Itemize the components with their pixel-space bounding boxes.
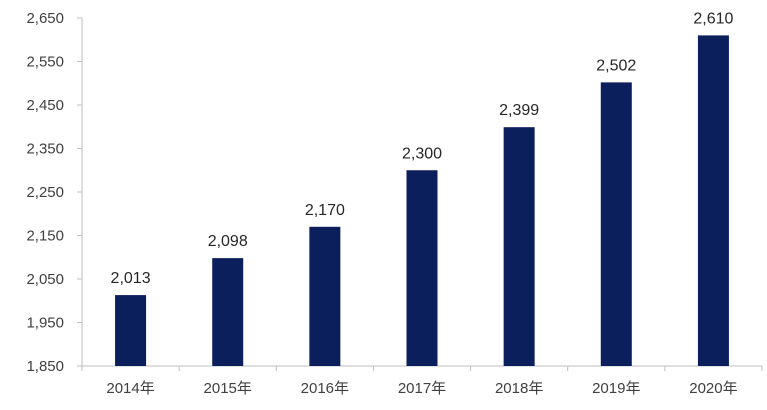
data-label: 2,502 <box>596 57 636 74</box>
y-tick-label: 2,050 <box>26 271 64 288</box>
y-tick-label: 2,350 <box>26 141 64 158</box>
y-tick-label: 2,250 <box>26 184 64 201</box>
bar <box>309 226 341 366</box>
data-label: 2,399 <box>499 102 539 119</box>
x-tick-label: 2020年 <box>689 380 737 397</box>
x-axis: 2014年 2015年 2016年 2017年 2018年 2019年 2020年 <box>81 365 763 397</box>
bar <box>600 82 632 366</box>
y-tick-label: 2,650 <box>26 10 64 27</box>
data-label: 2,300 <box>402 145 442 162</box>
y-tick-label: 1,850 <box>26 358 64 375</box>
data-label: 2,610 <box>693 10 733 27</box>
bar <box>212 258 244 366</box>
data-label: 2,170 <box>305 202 345 219</box>
data-label: 2,013 <box>111 270 151 287</box>
x-tick-label: 2016年 <box>301 380 349 397</box>
x-tick-label: 2019年 <box>592 380 640 397</box>
bar <box>406 170 438 366</box>
bars <box>115 35 729 367</box>
x-tick-label: 2018年 <box>495 380 543 397</box>
y-tick-label: 2,150 <box>26 228 64 245</box>
x-tick-label: 2015年 <box>204 380 252 397</box>
y-tick-label: 1,950 <box>26 315 64 332</box>
y-axis: 1,850 1,950 2,050 2,150 2,250 2,350 2,450 2,550… <box>26 10 83 375</box>
y-tick-label: 2,550 <box>26 54 64 71</box>
bar <box>503 127 535 366</box>
y-tick-label: 2,450 <box>26 97 64 114</box>
bar <box>697 35 729 367</box>
data-labels: 2,013 2,098 2,170 2,300 2,399 2,502 2,610 <box>111 10 734 287</box>
data-label: 2,098 <box>208 233 248 250</box>
x-tick-label: 2014年 <box>106 380 154 397</box>
bar <box>115 295 147 366</box>
x-tick-label: 2017年 <box>398 380 446 397</box>
